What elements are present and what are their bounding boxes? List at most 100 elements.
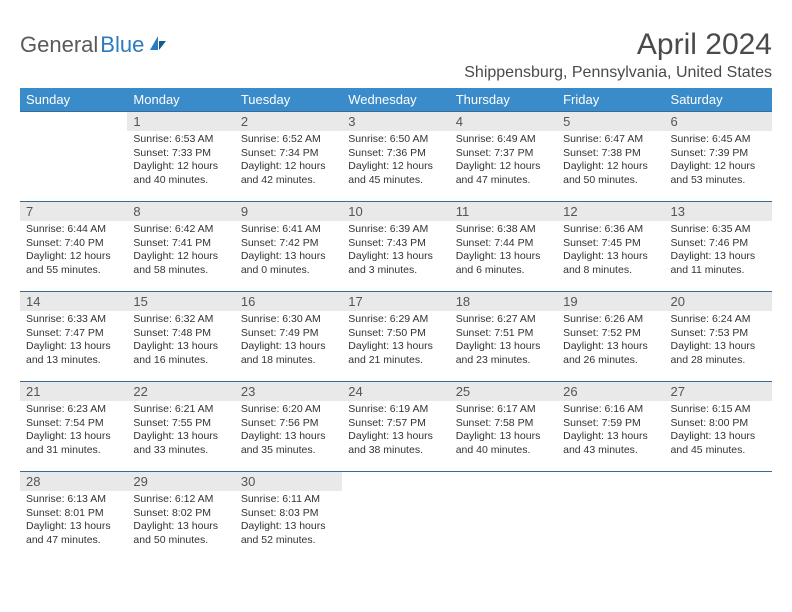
info-line: Sunset: 7:45 PM — [563, 237, 658, 251]
info-line: and 13 minutes. — [26, 354, 121, 368]
calendar-cell: 25Sunrise: 6:17 AMSunset: 7:58 PMDayligh… — [450, 382, 557, 472]
day-number: 28 — [20, 472, 127, 491]
info-line: Sunrise: 6:49 AM — [456, 133, 551, 147]
info-line: Sunset: 7:39 PM — [671, 147, 766, 161]
day-number: 10 — [342, 202, 449, 221]
calendar-cell: 13Sunrise: 6:35 AMSunset: 7:46 PMDayligh… — [665, 202, 772, 292]
info-line: Sunset: 7:48 PM — [133, 327, 228, 341]
info-line: Sunset: 7:34 PM — [241, 147, 336, 161]
day-info: Sunrise: 6:30 AMSunset: 7:49 PMDaylight:… — [235, 311, 342, 372]
info-line: and 58 minutes. — [133, 264, 228, 278]
info-line: and 31 minutes. — [26, 444, 121, 458]
calendar-table: SundayMondayTuesdayWednesdayThursdayFrid… — [20, 88, 772, 562]
info-line: Sunrise: 6:42 AM — [133, 223, 228, 237]
info-line: Sunset: 7:57 PM — [348, 417, 443, 431]
day-info: Sunrise: 6:11 AMSunset: 8:03 PMDaylight:… — [235, 491, 342, 552]
info-line: Daylight: 13 hours — [26, 430, 121, 444]
info-line: Sunrise: 6:26 AM — [563, 313, 658, 327]
info-line: Sunrise: 6:27 AM — [456, 313, 551, 327]
info-line: Sunset: 7:58 PM — [456, 417, 551, 431]
info-line: Sunset: 7:33 PM — [133, 147, 228, 161]
day-info: Sunrise: 6:39 AMSunset: 7:43 PMDaylight:… — [342, 221, 449, 282]
day-number: 1 — [127, 112, 234, 131]
info-line: and 55 minutes. — [26, 264, 121, 278]
info-line: Daylight: 13 hours — [671, 250, 766, 264]
info-line: and 40 minutes. — [456, 444, 551, 458]
day-info: Sunrise: 6:32 AMSunset: 7:48 PMDaylight:… — [127, 311, 234, 372]
day-number: 15 — [127, 292, 234, 311]
info-line: and 26 minutes. — [563, 354, 658, 368]
day-info: Sunrise: 6:38 AMSunset: 7:44 PMDaylight:… — [450, 221, 557, 282]
day-info: Sunrise: 6:52 AMSunset: 7:34 PMDaylight:… — [235, 131, 342, 192]
info-line: Daylight: 13 hours — [456, 250, 551, 264]
calendar-cell — [450, 472, 557, 562]
day-header: Saturday — [665, 88, 772, 112]
info-line: Sunset: 7:40 PM — [26, 237, 121, 251]
calendar-cell: 30Sunrise: 6:11 AMSunset: 8:03 PMDayligh… — [235, 472, 342, 562]
day-info: Sunrise: 6:27 AMSunset: 7:51 PMDaylight:… — [450, 311, 557, 372]
info-line: Sunset: 7:36 PM — [348, 147, 443, 161]
info-line: Sunrise: 6:29 AM — [348, 313, 443, 327]
calendar-cell: 15Sunrise: 6:32 AMSunset: 7:48 PMDayligh… — [127, 292, 234, 382]
info-line: and 23 minutes. — [456, 354, 551, 368]
info-line: and 45 minutes. — [671, 444, 766, 458]
info-line: Sunrise: 6:45 AM — [671, 133, 766, 147]
info-line: Sunset: 7:59 PM — [563, 417, 658, 431]
info-line: and 47 minutes. — [26, 534, 121, 548]
day-number: 13 — [665, 202, 772, 221]
info-line: and 33 minutes. — [133, 444, 228, 458]
info-line: Sunset: 7:38 PM — [563, 147, 658, 161]
day-info: Sunrise: 6:24 AMSunset: 7:53 PMDaylight:… — [665, 311, 772, 372]
calendar-cell — [20, 112, 127, 202]
info-line: Daylight: 13 hours — [671, 340, 766, 354]
day-number: 24 — [342, 382, 449, 401]
calendar-cell: 14Sunrise: 6:33 AMSunset: 7:47 PMDayligh… — [20, 292, 127, 382]
info-line: Sunrise: 6:32 AM — [133, 313, 228, 327]
info-line: and 38 minutes. — [348, 444, 443, 458]
info-line: Sunrise: 6:16 AM — [563, 403, 658, 417]
info-line: Sunset: 7:56 PM — [241, 417, 336, 431]
info-line: Sunset: 7:54 PM — [26, 417, 121, 431]
day-number: 2 — [235, 112, 342, 131]
day-info: Sunrise: 6:15 AMSunset: 8:00 PMDaylight:… — [665, 401, 772, 462]
title-block: April 2024 Shippensburg, Pennsylvania, U… — [464, 28, 772, 82]
info-line: Daylight: 13 hours — [348, 250, 443, 264]
day-number: 30 — [235, 472, 342, 491]
day-info: Sunrise: 6:20 AMSunset: 7:56 PMDaylight:… — [235, 401, 342, 462]
calendar-row: 1Sunrise: 6:53 AMSunset: 7:33 PMDaylight… — [20, 112, 772, 202]
day-info: Sunrise: 6:16 AMSunset: 7:59 PMDaylight:… — [557, 401, 664, 462]
calendar-cell — [665, 472, 772, 562]
info-line: Sunset: 8:00 PM — [671, 417, 766, 431]
day-header: Sunday — [20, 88, 127, 112]
calendar-cell: 22Sunrise: 6:21 AMSunset: 7:55 PMDayligh… — [127, 382, 234, 472]
day-number: 29 — [127, 472, 234, 491]
calendar-body: 1Sunrise: 6:53 AMSunset: 7:33 PMDaylight… — [20, 112, 772, 562]
day-number: 21 — [20, 382, 127, 401]
info-line: Daylight: 13 hours — [563, 430, 658, 444]
day-info: Sunrise: 6:41 AMSunset: 7:42 PMDaylight:… — [235, 221, 342, 282]
info-line: Sunrise: 6:12 AM — [133, 493, 228, 507]
info-line: and 6 minutes. — [456, 264, 551, 278]
info-line: Daylight: 13 hours — [456, 340, 551, 354]
day-header: Friday — [557, 88, 664, 112]
calendar-cell: 26Sunrise: 6:16 AMSunset: 7:59 PMDayligh… — [557, 382, 664, 472]
info-line: Daylight: 13 hours — [348, 430, 443, 444]
info-line: Daylight: 13 hours — [133, 520, 228, 534]
calendar-row: 14Sunrise: 6:33 AMSunset: 7:47 PMDayligh… — [20, 292, 772, 382]
info-line: Daylight: 13 hours — [241, 520, 336, 534]
calendar-cell: 2Sunrise: 6:52 AMSunset: 7:34 PMDaylight… — [235, 112, 342, 202]
info-line: Daylight: 13 hours — [456, 430, 551, 444]
calendar-cell — [557, 472, 664, 562]
info-line: Sunrise: 6:24 AM — [671, 313, 766, 327]
info-line: Sunrise: 6:20 AM — [241, 403, 336, 417]
day-number: 19 — [557, 292, 664, 311]
info-line: Sunset: 7:43 PM — [348, 237, 443, 251]
day-header: Thursday — [450, 88, 557, 112]
month-title: April 2024 — [464, 28, 772, 62]
calendar-cell: 10Sunrise: 6:39 AMSunset: 7:43 PMDayligh… — [342, 202, 449, 292]
day-number: 17 — [342, 292, 449, 311]
sail-icon — [148, 32, 168, 58]
info-line: and 28 minutes. — [671, 354, 766, 368]
calendar-cell — [342, 472, 449, 562]
info-line: Sunset: 7:41 PM — [133, 237, 228, 251]
